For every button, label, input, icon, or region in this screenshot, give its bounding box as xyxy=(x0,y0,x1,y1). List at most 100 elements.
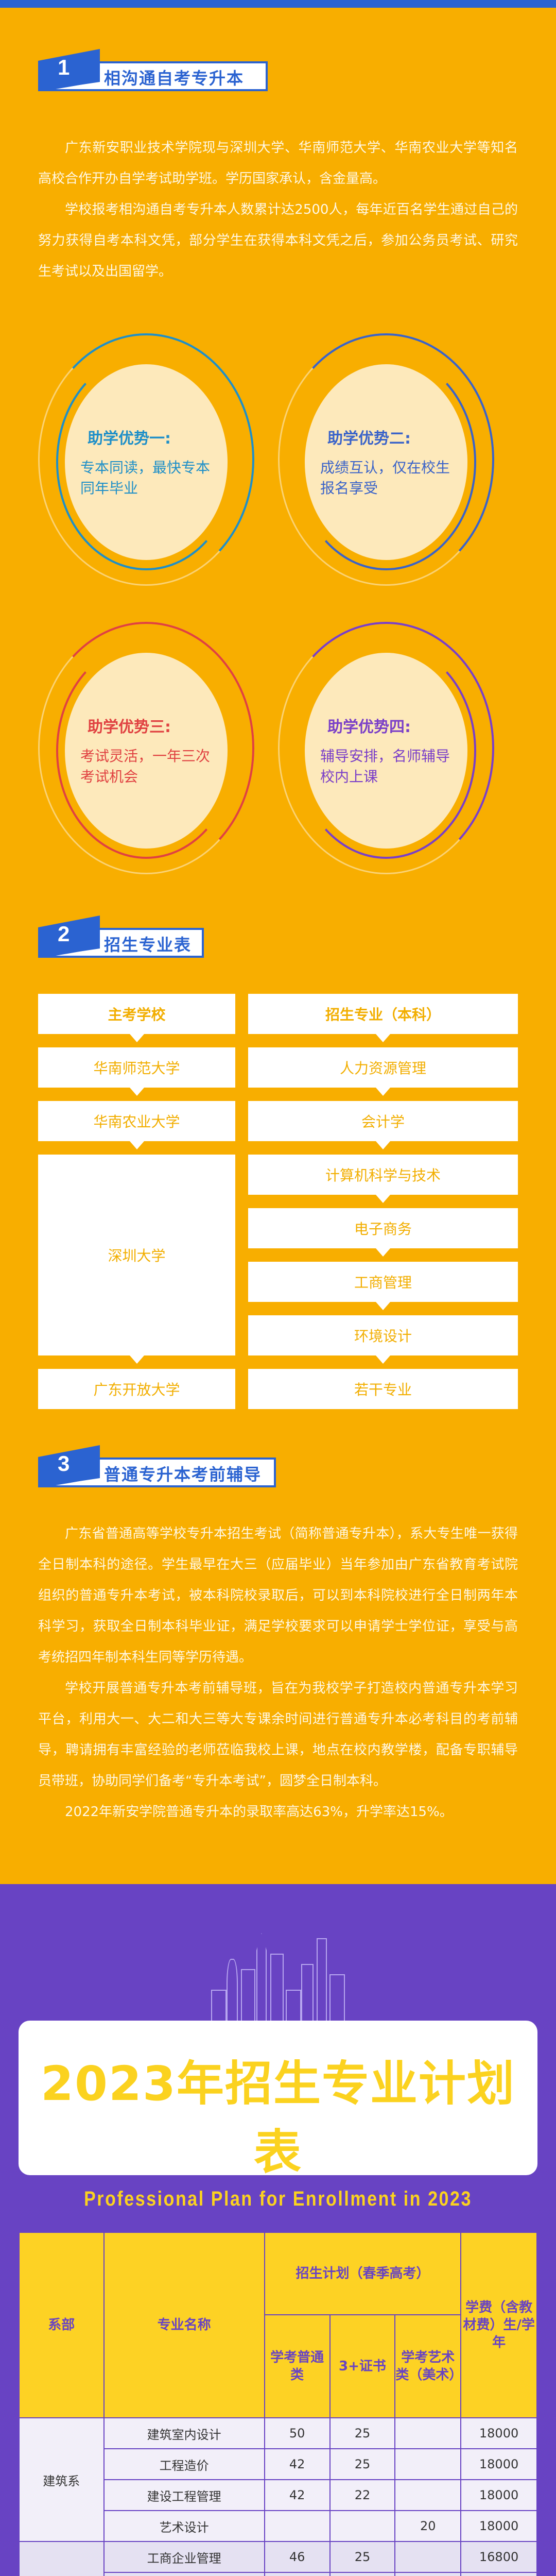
fee-cell: 16800 xyxy=(460,2541,537,2573)
cert-cell: 22 xyxy=(329,2479,396,2511)
plan-title: 2023年招生专业计划表 xyxy=(40,2056,516,2180)
schools-header: 主考学校 xyxy=(38,994,235,1042)
art-cell xyxy=(394,2572,462,2576)
skyline-illustration xyxy=(201,1930,355,2021)
school-cell: 深圳大学 xyxy=(38,1155,235,1364)
enrollment-plan-table: 系部 专业名称 招生计划（春季高考） 学费（含教材费）生/学年 学考普通类 3+… xyxy=(19,2232,537,2576)
general-cell xyxy=(264,2510,331,2542)
section-header-3: 3 普通专升本考前辅导 xyxy=(38,1445,276,1487)
table-row: 艺术设计 20 18000 xyxy=(19,2510,537,2542)
majors-column: 招生专业（本科） 人力资源管理 会计学 计算机科学与技术 电子商务 工商管理 环… xyxy=(248,994,518,1409)
plan-subtitle: Professional Plan for Enrollment in 2023 xyxy=(84,2188,472,2210)
plan-section: 2023年招生专业计划表 Professional Plan for Enrol… xyxy=(0,1884,556,2576)
fee-cell: 18000 xyxy=(460,2417,537,2449)
major-cell: 计算机科学与技术 xyxy=(248,1155,518,1203)
arc-decoration xyxy=(56,642,236,859)
advantage-title: 助学优势一: xyxy=(88,430,171,448)
paragraph: 广东省普通高等学校专升本招生考试（简称普通专升本），系大专生唯一获得全日制本科的… xyxy=(38,1526,518,1665)
arc-decoration xyxy=(296,354,476,570)
advantage-text: 辅导安排，名师辅导校内上课 xyxy=(320,748,450,785)
fee-cell: 18000 xyxy=(460,2479,537,2511)
major-cell: 工商管理 xyxy=(248,1262,518,1310)
major-cell: 工商企业管理 xyxy=(103,2541,265,2573)
art-cell xyxy=(394,2448,462,2480)
cert-cell xyxy=(329,2510,396,2542)
header-art: 学考艺术类（美术） xyxy=(394,2314,462,2418)
major-cell: 环境设计 xyxy=(248,1315,518,1364)
header-plan-group: 招生计划（春季高考） xyxy=(264,2232,462,2315)
arc-decoration xyxy=(38,622,254,874)
advantage-title: 助学优势三: xyxy=(88,718,171,736)
header-general: 学考普通类 xyxy=(264,2314,331,2418)
major-cell: 人力资源管理 xyxy=(248,1047,518,1096)
fee-cell: 18000 xyxy=(460,2510,537,2542)
general-cell: 50 xyxy=(264,2417,331,2449)
arc-decoration xyxy=(278,333,494,586)
advantage-circle-3: 助学优势三: 考试灵活，一年三次考试机会 xyxy=(38,617,254,874)
section-title: 相沟通自考专升本 xyxy=(104,69,245,88)
table-row: 建设工程管理 42 22 18000 xyxy=(19,2479,537,2511)
plan-title-card: 2023年招生专业计划表 Professional Plan for Enrol… xyxy=(19,2021,537,2210)
schools-column: 主考学校 华南师范大学 华南农业大学 深圳大学 广东开放大学 xyxy=(38,994,235,1409)
header-cert: 3+证书 xyxy=(329,2314,396,2418)
arc-decoration xyxy=(56,354,236,570)
art-cell: 20 xyxy=(394,2510,462,2542)
major-cell: 工程造价 xyxy=(103,2448,265,2480)
arc-decoration xyxy=(278,622,494,874)
table-row: 建筑系 建筑室内设计 50 25 18000 xyxy=(19,2417,537,2542)
circle-body: 助学优势三: 考试灵活，一年三次考试机会 xyxy=(65,653,228,849)
paragraph: 2022年新安学院普通专升本的录取率高达63%，升学率达15%。 xyxy=(65,1804,453,1820)
fee-cell: 18000 xyxy=(460,2448,537,2480)
circle-body: 助学优势二: 成绩互认，仅在校生报名享受 xyxy=(305,364,467,560)
cert-cell: 25 xyxy=(329,2541,396,2573)
cert-cell: 25 xyxy=(329,2448,396,2480)
fee-cell: 16800 xyxy=(460,2572,537,2576)
advantage-text: 成绩互认，仅在校生报名享受 xyxy=(320,459,450,497)
top-bar xyxy=(0,0,556,8)
paragraph: 广东新安职业技术学院现与深圳大学、华南师范大学、华南农业大学等知名高校合作开办自… xyxy=(38,140,518,187)
art-cell xyxy=(394,2541,462,2573)
general-cell: 42 xyxy=(264,2448,331,2480)
section-title: 普通专升本考前辅导 xyxy=(104,1465,262,1484)
table-row: 人力资源管理4220 16800 xyxy=(19,2572,537,2576)
paragraph: 学校开展普通专升本考前辅导班，旨在为我校学子打造校内普通专升本学习平台，利用大一… xyxy=(38,1681,518,1789)
school-cell: 华南师范大学 xyxy=(38,1047,235,1096)
section-header-2: 2 招生专业表 xyxy=(38,916,204,958)
section-number: 1 xyxy=(58,55,70,79)
arc-decoration xyxy=(38,333,254,586)
major-cell: 人力资源管理 xyxy=(103,2572,265,2576)
advantage-text: 考试灵活，一年三次考试机会 xyxy=(80,748,211,785)
general-cell: 42 xyxy=(264,2479,331,2511)
circle-body: 助学优势四: 辅导安排，名师辅导校内上课 xyxy=(305,653,467,849)
major-cell: 会计学 xyxy=(248,1101,518,1149)
arc-decoration xyxy=(296,642,476,859)
header-major: 专业名称 xyxy=(103,2232,265,2418)
circle-body: 助学优势一: 专本同读，最快专本同年毕业 xyxy=(65,364,228,560)
general-cell: 42 xyxy=(264,2572,331,2576)
cert-cell: 20 xyxy=(329,2572,396,2576)
major-cell: 建筑室内设计 xyxy=(103,2417,265,2449)
advantages-grid: 助学优势一: 专本同读，最快专本同年毕业 助学优势二: 成绩互认，仅在校生报名享… xyxy=(0,328,556,874)
major-cell: 艺术设计 xyxy=(103,2510,265,2542)
school-cell: 华南农业大学 xyxy=(38,1101,235,1149)
dept-cell: 建筑系 xyxy=(19,2417,105,2542)
art-cell xyxy=(394,2417,462,2449)
general-cell: 46 xyxy=(264,2541,331,2573)
header-fee: 学费（含教材费）生/学年 xyxy=(460,2232,537,2418)
major-cell: 电子商务 xyxy=(248,1208,518,1257)
section-number: 2 xyxy=(58,922,70,946)
art-cell xyxy=(394,2479,462,2511)
school-cell: 广东开放大学 xyxy=(38,1369,235,1409)
intro-section: 1 相沟通自考专升本 广东新安职业技术学院现与深圳大学、华南师范大学、华南农业大… xyxy=(0,8,556,1884)
advantage-circle-2: 助学优势二: 成绩互认，仅在校生报名享受 xyxy=(278,328,494,586)
advantage-text: 专本同读，最快专本同年毕业 xyxy=(80,459,211,497)
section-number: 3 xyxy=(58,1451,70,1476)
advantage-title: 助学优势四: xyxy=(327,718,411,736)
advantage-title: 助学优势二: xyxy=(327,430,411,448)
advantage-circle-1: 助学优势一: 专本同读，最快专本同年毕业 xyxy=(38,328,254,586)
majors-header: 招生专业（本科） xyxy=(248,994,518,1042)
table-row: 工程造价 42 25 18000 xyxy=(19,2448,537,2480)
advantage-circle-4: 助学优势四: 辅导安排，名师辅导校内上课 xyxy=(278,617,494,874)
majors-table: 主考学校 华南师范大学 华南农业大学 深圳大学 广东开放大学 招生专业（本科） … xyxy=(0,994,556,1409)
table-row: 管理系工商企业管理4625 16800 xyxy=(19,2541,537,2576)
